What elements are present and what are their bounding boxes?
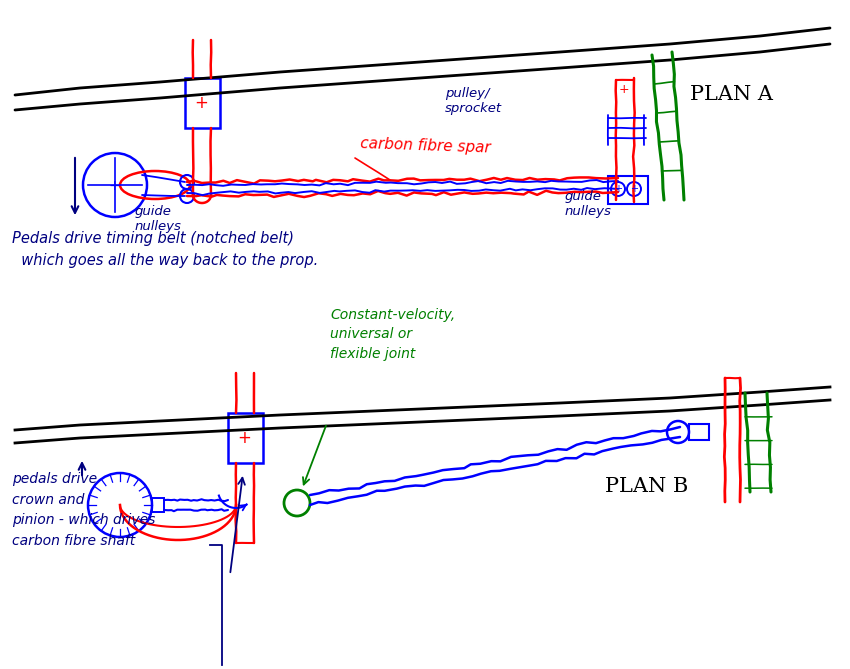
Text: +: + xyxy=(237,429,251,447)
Text: Constant-velocity,
universal or
flexible joint: Constant-velocity, universal or flexible… xyxy=(330,308,455,361)
Bar xyxy=(185,78,220,128)
Text: PLAN B: PLAN B xyxy=(605,477,688,496)
Text: +: + xyxy=(109,179,121,193)
Bar xyxy=(228,413,263,463)
Text: guide
nulleys: guide nulleys xyxy=(565,190,612,218)
Text: +: + xyxy=(619,83,630,96)
Text: +: + xyxy=(194,94,208,112)
Text: Pedals drive timing belt (notched belt)
  which goes all the way back to the pro: Pedals drive timing belt (notched belt) … xyxy=(12,231,318,268)
Bar xyxy=(152,498,164,512)
Bar xyxy=(689,424,709,440)
Text: carbon fibre spar: carbon fibre spar xyxy=(360,136,491,156)
Text: PLAN A: PLAN A xyxy=(690,85,773,104)
Text: pulley/
sprocket: pulley/ sprocket xyxy=(445,87,502,115)
Text: pedals drive
crown and
pinion - which drives
carbon fibre shaft: pedals drive crown and pinion - which dr… xyxy=(12,472,156,548)
Text: +: + xyxy=(630,184,638,194)
Bar xyxy=(608,176,648,204)
Text: guide
nulleys: guide nulleys xyxy=(135,205,182,233)
Text: +: + xyxy=(614,184,622,194)
